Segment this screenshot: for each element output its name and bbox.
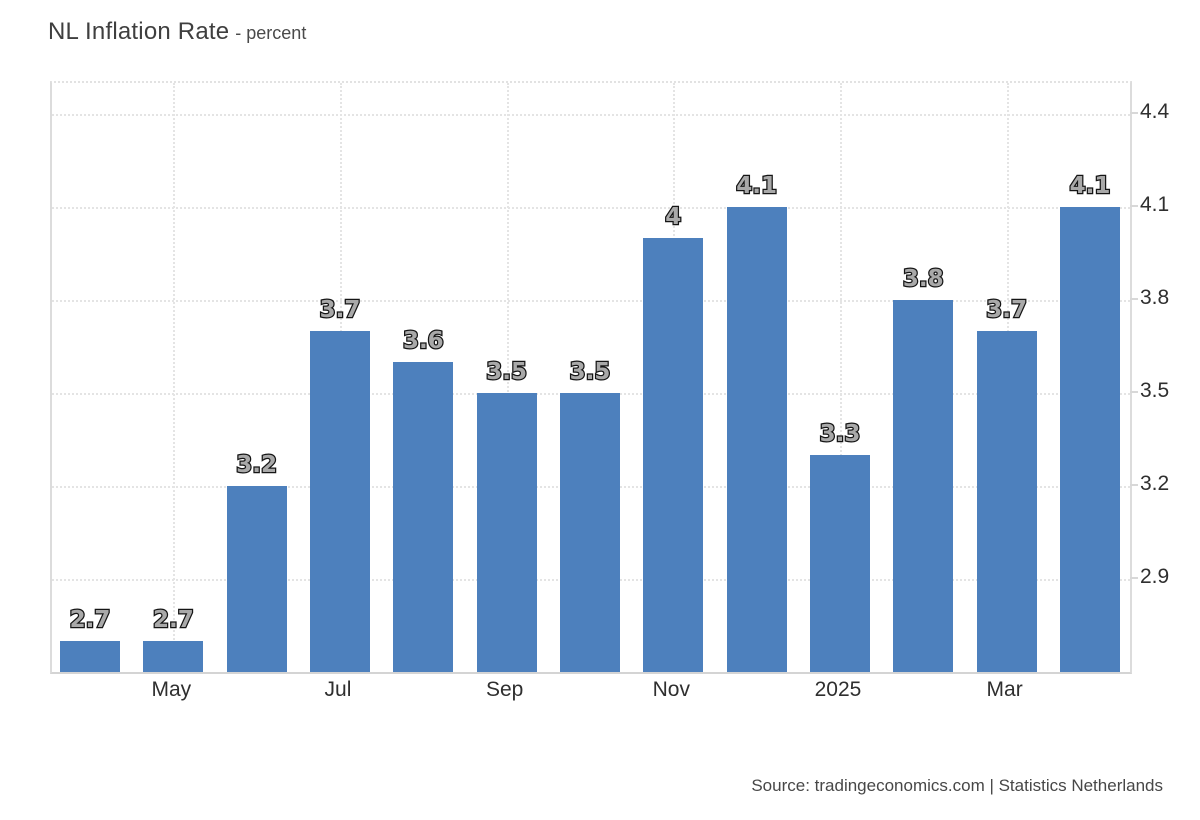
x-axis-label: 2025 — [814, 678, 862, 701]
bar-value-label: 4 — [664, 203, 683, 232]
y-axis-tick — [1130, 112, 1138, 114]
x-gridline — [173, 83, 176, 672]
chart-header: NL Inflation Rate - percent — [48, 18, 306, 46]
bar[interactable] — [393, 362, 454, 672]
bar-value-label: 3.2 — [235, 451, 278, 480]
y-axis-label: 4.4 — [1140, 100, 1170, 123]
bar[interactable] — [643, 238, 704, 672]
y-axis-tick — [1130, 298, 1138, 300]
x-gridline — [506, 83, 509, 672]
y-axis-label: 4.1 — [1140, 193, 1170, 216]
y-axis-tick — [1130, 391, 1138, 393]
y-gridline — [52, 300, 1130, 302]
y-axis-tick — [1130, 205, 1138, 207]
page-subtitle: - percent — [235, 23, 307, 43]
bar[interactable] — [726, 207, 787, 672]
bar[interactable] — [976, 331, 1037, 672]
bar-value-label: 3.6 — [402, 327, 445, 356]
y-axis-tick — [1130, 484, 1138, 486]
bar-value-label: 2.7 — [68, 606, 111, 635]
bar[interactable] — [226, 486, 287, 672]
y-axis-tick — [1130, 577, 1138, 579]
y-axis-label: 3.2 — [1140, 472, 1170, 495]
bar[interactable] — [143, 641, 204, 672]
x-axis-label: Sep — [485, 678, 524, 701]
bar-value-label: 2.7 — [152, 606, 195, 635]
page-title: NL Inflation Rate — [48, 18, 230, 45]
bar[interactable] — [1059, 207, 1120, 672]
bar[interactable] — [893, 300, 954, 672]
source-text: Source: tradingeconomics.com | Statistic… — [751, 776, 1163, 795]
bar[interactable] — [60, 641, 120, 672]
bar-value-label: 3.7 — [985, 296, 1028, 325]
bar[interactable] — [309, 331, 370, 672]
y-gridline — [52, 114, 1130, 116]
x-gridline — [839, 83, 842, 672]
bar-value-label: 4.1 — [735, 172, 778, 201]
x-axis-label: Jul — [324, 678, 352, 701]
bar-value-label: 3.8 — [902, 265, 945, 294]
x-axis-label: May — [151, 678, 192, 701]
bar-value-label: 3.7 — [318, 296, 361, 325]
y-gridline — [52, 207, 1130, 209]
bar-value-label: 3.5 — [568, 358, 611, 387]
x-axis-label: Mar — [986, 678, 1023, 701]
bar[interactable] — [809, 455, 870, 672]
y-axis-label: 3.8 — [1140, 286, 1170, 309]
bar[interactable] — [559, 393, 620, 672]
y-axis-label: 2.9 — [1140, 565, 1170, 588]
bar-value-label: 3.3 — [818, 420, 861, 449]
plot-area: 2.7 2.7 3.2 3.7 3.6 3.5 3.5 4 4.1 3.3 3.8 3.7 4.1 — [50, 81, 1132, 674]
x-axis-label: Nov — [652, 678, 690, 701]
bar[interactable] — [476, 393, 537, 672]
bar-value-label: 3.5 — [485, 358, 528, 387]
y-axis-label: 3.5 — [1140, 379, 1170, 402]
bar-value-label: 4.1 — [1068, 172, 1111, 201]
